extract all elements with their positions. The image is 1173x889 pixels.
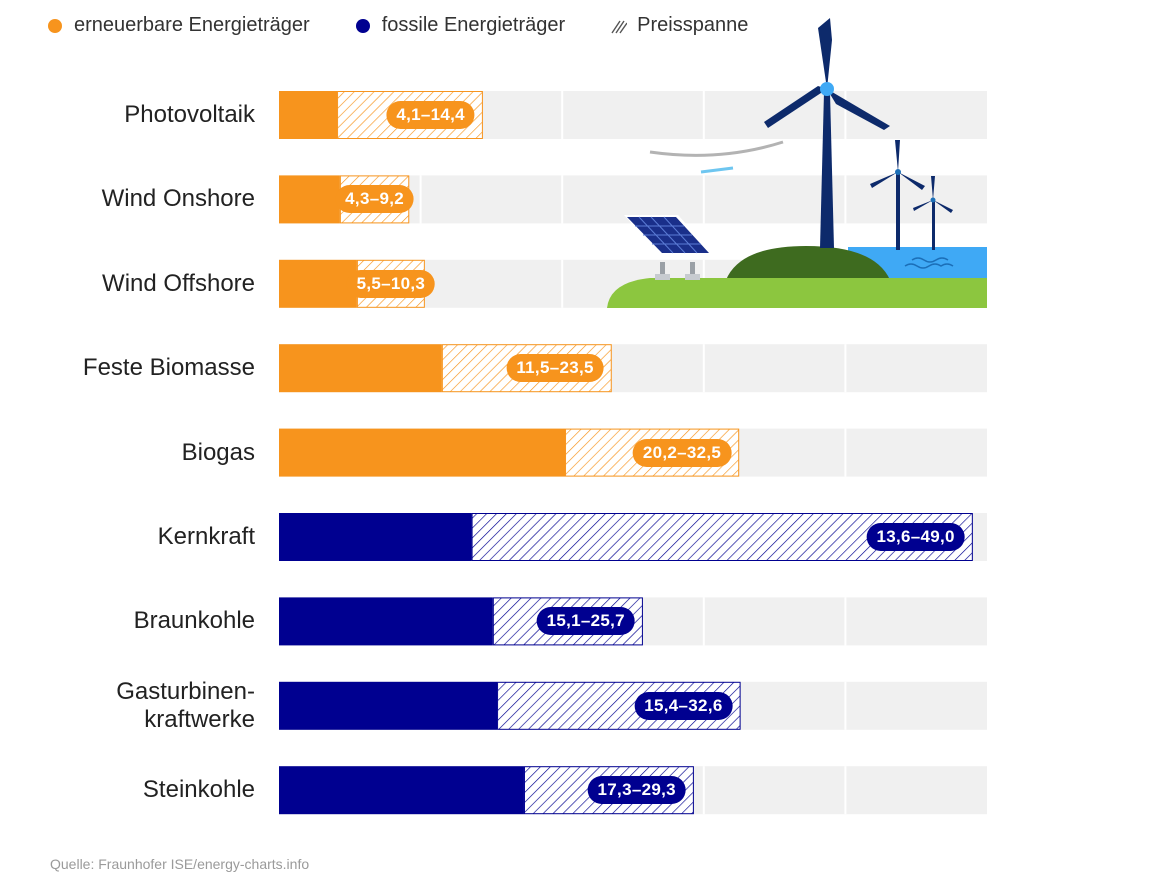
water-wave xyxy=(911,257,949,263)
category-label: Braunkohle xyxy=(133,607,255,635)
hatch-icon xyxy=(611,20,628,33)
legend-dot-fossil xyxy=(355,18,370,33)
range-label: 15,4–32,6 xyxy=(634,691,733,720)
small-wind-turbine-icon xyxy=(913,176,953,250)
category-label: Steinkohle xyxy=(142,776,255,804)
legend-label-renewable: erneuerbare Energieträger xyxy=(74,14,310,36)
category-label: Feste Biomasse xyxy=(82,354,255,382)
range-label: 13,6–49,0 xyxy=(866,523,965,551)
range-label: 4,3–9,2 xyxy=(335,185,414,214)
category-label: Gasturbinen-kraftwerke xyxy=(116,677,255,733)
solar-panel-icon xyxy=(624,215,714,280)
legend-label-range: Preisspanne xyxy=(637,14,749,36)
wind-turbine-icon xyxy=(764,18,890,248)
range-label: 20,2–32,5 xyxy=(632,438,732,467)
range-label: 17,3–29,3 xyxy=(587,776,686,805)
bar-min xyxy=(279,175,340,224)
bar-min xyxy=(279,259,357,308)
bar-range xyxy=(471,513,973,561)
bar-min xyxy=(279,766,524,815)
bar-min xyxy=(279,597,493,646)
range-label: 4,1–14,4 xyxy=(386,101,475,129)
hill xyxy=(726,246,890,280)
bar-min xyxy=(279,513,472,561)
bar-min xyxy=(279,681,498,730)
small-wind-turbine-icon xyxy=(870,140,925,250)
category-label: Kernkraft xyxy=(157,523,255,550)
legend-label-fossil: fossile Energieträger xyxy=(381,14,566,36)
category-label: Photovoltaik xyxy=(124,101,255,128)
legend-item-fossil: fossile Energieträger xyxy=(355,14,566,37)
legend-dot-renewable xyxy=(48,18,62,33)
category-label: Wind Onshore xyxy=(101,185,255,213)
energy-landscape-illustration xyxy=(607,18,987,308)
bar-min xyxy=(279,344,442,393)
bar-min xyxy=(279,91,338,139)
range-label: 11,5–23,5 xyxy=(506,354,604,383)
legend: erneuerbare Energieträger fossile Energi… xyxy=(48,14,794,37)
ground xyxy=(607,278,987,308)
range-label: 15,1–25,7 xyxy=(536,607,635,636)
category-label: Biogas xyxy=(181,438,255,466)
legend-item-range: Preisspanne xyxy=(611,14,748,37)
source-note: Quelle: Fraunhofer ISE/energy-charts.inf… xyxy=(50,856,310,872)
legend-item-renewable: erneuerbare Energieträger xyxy=(48,14,310,37)
water-wave xyxy=(904,263,954,269)
category-label: Wind Offshore xyxy=(102,269,255,297)
range-label: 5,5–10,3 xyxy=(346,269,436,298)
wind-swoosh-blue xyxy=(700,166,734,174)
wind-swoosh xyxy=(649,140,784,157)
bar-min xyxy=(279,428,566,477)
